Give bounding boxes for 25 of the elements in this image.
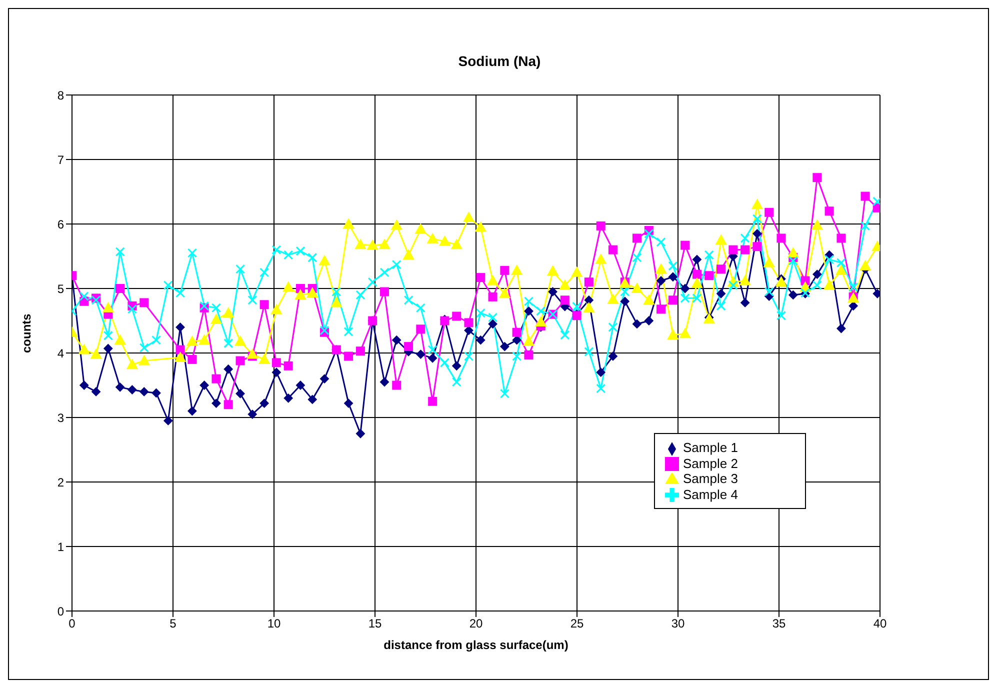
x-tick-label: 0	[68, 616, 76, 631]
x-tick-label: 30	[671, 616, 685, 631]
chart-title: Sodium (Na)	[457, 53, 542, 69]
x-tick-label: 15	[368, 616, 382, 631]
x-tick-label: 20	[469, 616, 483, 631]
legend-label: Sample 3	[683, 471, 738, 486]
y-tick-label: 6	[57, 217, 64, 232]
y-tick-label: 8	[57, 88, 64, 102]
legend-label: Sample 4	[683, 486, 738, 502]
y-tick-label: 5	[57, 282, 64, 296]
x-tick-label: 5	[170, 616, 177, 631]
y-tick-label: 1	[57, 540, 64, 554]
y-tick-label: 0	[57, 604, 64, 618]
y-tick-label: 7	[57, 152, 64, 167]
x-tick-label: 40	[873, 616, 887, 631]
legend-label: Sample 1	[683, 440, 738, 455]
x-tick-label: 10	[267, 616, 281, 631]
y-tick-label: 4	[57, 346, 64, 360]
y-tick-label: 2	[57, 475, 64, 490]
x-tick-label: 25	[570, 616, 584, 631]
y-tick-label: 3	[57, 410, 64, 425]
legend-label: Sample 2	[683, 456, 738, 471]
x-axis-title: distance from glass surface(um)	[384, 638, 568, 652]
y-axis-title: counts	[19, 313, 34, 353]
x-tick-label: 35	[772, 616, 786, 631]
